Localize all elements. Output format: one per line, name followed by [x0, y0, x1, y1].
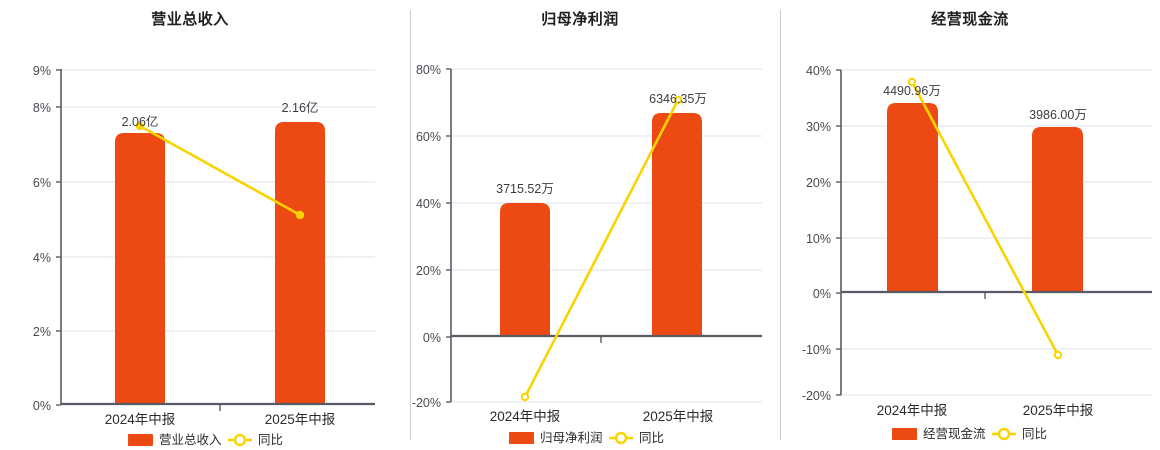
panel-divider-1	[410, 10, 411, 440]
chart-svg-revenue: 9% 8% 6% 4% 2% 0% 2.06亿 2.16亿 2024年中报 20…	[33, 64, 375, 447]
legend-label-line: 同比	[1022, 427, 1047, 441]
trend-marker-2024[interactable]	[907, 77, 917, 87]
trend-line-operating-cashflow[interactable]	[910, 81, 1060, 356]
bar-net-profit-2024[interactable]	[500, 203, 550, 336]
y-ticks-net-profit	[446, 68, 451, 403]
chart-title-revenue: 营业总收入	[151, 11, 229, 28]
category-label-2025: 2025年中报	[643, 409, 714, 424]
trend-marker-2025[interactable]	[295, 210, 305, 220]
chart-svg-operating-cashflow: 40% 30% 20% 10% 0% -10% -20% 4490.96万 39…	[802, 64, 1152, 441]
legend-label-bar: 经营现金流	[923, 426, 986, 441]
legend-swatch-bar[interactable]	[892, 428, 917, 440]
bar-revenue-2024[interactable]	[115, 133, 165, 404]
legend-swatch-bar[interactable]	[128, 434, 153, 446]
trend-line-net-profit[interactable]	[523, 99, 680, 398]
y-tick-label: 0%	[813, 287, 831, 301]
y-tick-label: 2%	[33, 325, 51, 339]
bar-cashflow-2024[interactable]	[887, 103, 938, 292]
legend-circle-marker-icon[interactable]	[614, 431, 628, 445]
category-label-2024: 2024年中报	[877, 403, 948, 418]
category-label-2024: 2024年中报	[105, 412, 176, 427]
bar-revenue-2025[interactable]	[275, 122, 325, 404]
legend-swatch-bar[interactable]	[509, 432, 534, 444]
bar-value-label: 2.06亿	[122, 114, 159, 129]
legend-label-line: 同比	[639, 431, 664, 445]
category-label-2025: 2025年中报	[265, 412, 336, 427]
trend-line-revenue[interactable]	[139, 124, 301, 217]
y-tick-label: 40%	[416, 197, 441, 211]
y-tick-label: -20%	[412, 396, 441, 410]
legend-revenue: 营业总收入 同比	[128, 433, 283, 447]
bar-value-label: 4490.96万	[883, 84, 941, 98]
y-ticks-operating-cashflow	[836, 69, 841, 396]
legend-label-bar: 营业总收入	[159, 433, 222, 447]
trend-marker-2025[interactable]	[673, 95, 683, 105]
category-label-2024: 2024年中报	[490, 409, 561, 424]
panel-divider-2	[780, 10, 781, 440]
y-tick-label: -10%	[802, 343, 831, 357]
y-tick-label: -20%	[802, 389, 831, 403]
legend-operating-cashflow: 经营现金流 同比	[892, 426, 1047, 441]
legend-label-line: 同比	[258, 433, 283, 447]
legend-label-bar: 归母净利润	[540, 431, 603, 445]
y-ticks-revenue	[56, 69, 61, 406]
y-tick-label: 80%	[416, 63, 441, 77]
y-tick-label: 0%	[33, 399, 51, 413]
y-tick-label: 8%	[33, 101, 51, 115]
chart-svg-net-profit: 80% 60% 40% 20% 0% -20% 3715.52万 6346.35…	[412, 63, 762, 445]
bar-value-label: 3715.52万	[496, 182, 554, 196]
category-label-2025: 2025年中报	[1023, 403, 1094, 418]
trend-marker-2024[interactable]	[520, 392, 530, 402]
bar-value-label: 2.16亿	[282, 100, 319, 115]
chart-title-operating-cashflow: 经营现金流	[931, 11, 1009, 28]
y-tick-label: 40%	[806, 64, 831, 78]
chart-title-net-profit: 归母净利润	[541, 11, 619, 28]
y-tick-label: 0%	[423, 331, 441, 345]
bar-cashflow-2025[interactable]	[1032, 127, 1083, 292]
y-tick-label: 4%	[33, 251, 51, 265]
bar-value-label: 3986.00万	[1029, 108, 1087, 122]
trend-marker-2024[interactable]	[135, 121, 145, 131]
y-tick-label: 9%	[33, 64, 51, 78]
gridlines-net-profit	[451, 68, 762, 403]
legend-circle-marker-icon[interactable]	[233, 433, 247, 447]
chart-panel-revenue: 营业总收入 9% 8% 6% 4	[0, 0, 380, 450]
gridlines-revenue	[61, 69, 375, 332]
legend-net-profit: 归母净利润 同比	[509, 431, 664, 445]
y-tick-label: 60%	[416, 130, 441, 144]
chart-panel-net-profit: 归母净利润 80% 60% 40% 20% 0%	[390, 0, 770, 450]
legend-circle-marker-icon[interactable]	[997, 427, 1011, 441]
chart-panel-operating-cashflow: 经营现金流 40% 30% 20% 1	[780, 0, 1160, 450]
y-tick-label: 20%	[806, 176, 831, 190]
y-tick-label: 30%	[806, 120, 831, 134]
y-tick-label: 6%	[33, 176, 51, 190]
y-tick-label: 20%	[416, 264, 441, 278]
bar-net-profit-2025[interactable]	[652, 113, 702, 336]
trend-marker-2025[interactable]	[1053, 350, 1063, 360]
bar-value-label: 6346.35万	[649, 92, 707, 106]
y-tick-label: 10%	[806, 232, 831, 246]
